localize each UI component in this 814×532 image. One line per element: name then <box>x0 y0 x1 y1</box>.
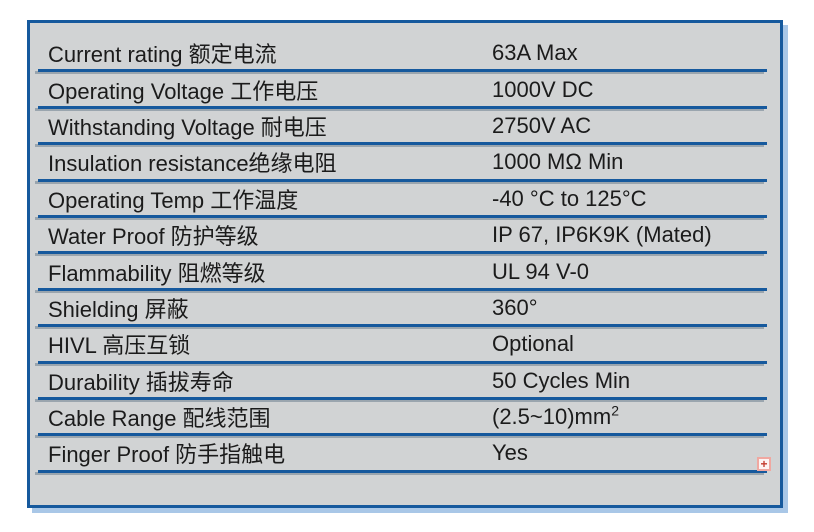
spec-value: Optional <box>492 331 574 357</box>
table-row: Insulation resistance绝缘电阻 1000 MΩ Min <box>30 144 780 182</box>
spec-value: (2.5~10)mm2 <box>492 402 620 430</box>
table-row: Operating Temp 工作温度 -40 °C to 125°C <box>30 181 780 219</box>
spec-value: 2750V AC <box>492 112 592 138</box>
spec-value: IP 67, IP6K9K (Mated) <box>492 222 712 248</box>
spec-label: Operating Voltage 工作电压 <box>48 78 319 104</box>
spec-label: Durability 插拔寿命 <box>48 369 234 395</box>
spec-label: Water Proof 防护等级 <box>48 224 259 250</box>
spec-label: Withstanding Voltage 耐电压 <box>48 114 327 140</box>
spec-label: Cable Range 配线范围 <box>48 406 271 432</box>
table-row: Finger Proof 防手指触电 Yes <box>30 435 780 474</box>
table-row: Shielding 屏蔽 360° <box>30 290 780 328</box>
spec-table: Current rating 额定电流 63A Max Operating Vo… <box>27 20 783 508</box>
comment-anchor-icon[interactable]: + <box>757 457 771 471</box>
table-row: Cable Range 配线范围 (2.5~10)mm2 <box>30 399 780 437</box>
spec-value: -40 °C to 125°C <box>492 185 647 211</box>
spec-value: 50 Cycles Min <box>492 367 631 393</box>
table-row: Operating Voltage 工作电压 1000V DC <box>30 71 780 110</box>
spec-value: 63A Max <box>492 40 578 66</box>
spec-value: 1000V DC <box>492 76 594 102</box>
table-row: Flammability 阻燃等级 UL 94 V-0 <box>30 253 780 292</box>
spec-value: 360° <box>492 294 538 320</box>
table-row: HIVL 高压互锁 Optional <box>30 326 780 364</box>
spec-label: Finger Proof 防手指触电 <box>48 442 286 468</box>
superscript: 2 <box>611 402 620 419</box>
spec-label: Flammability 阻燃等级 <box>48 260 266 286</box>
table-row: Water Proof 防护等级 IP 67, IP6K9K (Mated) <box>30 217 780 255</box>
spec-value: UL 94 V-0 <box>492 258 590 284</box>
spec-table-rows: Current rating 额定电流 63A Max Operating Vo… <box>30 23 780 474</box>
spec-value: 1000 MΩ Min <box>492 149 624 175</box>
spec-value: Yes <box>492 440 528 466</box>
table-row: Durability 插拔寿命 50 Cycles Min <box>30 363 780 401</box>
table-row: Current rating 额定电流 63A Max <box>30 35 780 73</box>
spec-label: Shielding 屏蔽 <box>48 296 189 322</box>
spec-label: HIVL 高压互锁 <box>48 333 191 359</box>
spec-label: Insulation resistance绝缘电阻 <box>48 151 337 177</box>
spec-label: Current rating 额定电流 <box>48 42 277 68</box>
spec-label: Operating Temp 工作温度 <box>48 187 299 213</box>
table-row: Withstanding Voltage 耐电压 2750V AC <box>30 108 780 146</box>
